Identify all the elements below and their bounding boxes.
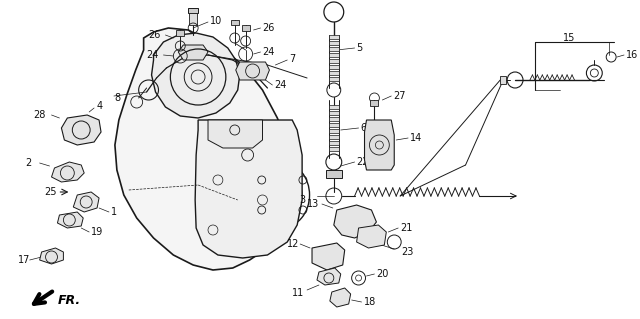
Bar bbox=[188, 8, 198, 13]
Polygon shape bbox=[356, 225, 387, 248]
Bar bbox=[329, 59, 339, 63]
Text: 16: 16 bbox=[626, 50, 638, 60]
Text: 27: 27 bbox=[393, 91, 406, 101]
Bar bbox=[329, 141, 339, 145]
Bar bbox=[329, 135, 339, 139]
Text: 24: 24 bbox=[147, 50, 159, 60]
Text: 5: 5 bbox=[356, 43, 363, 53]
Text: 3: 3 bbox=[299, 195, 305, 205]
Polygon shape bbox=[334, 205, 376, 238]
Bar bbox=[329, 111, 339, 115]
Bar bbox=[329, 47, 339, 51]
Bar bbox=[176, 30, 184, 36]
Polygon shape bbox=[179, 45, 208, 60]
Bar bbox=[329, 77, 339, 81]
Bar bbox=[329, 105, 339, 109]
Text: 4: 4 bbox=[96, 101, 102, 111]
Text: 21: 21 bbox=[400, 223, 413, 233]
Text: 28: 28 bbox=[34, 110, 46, 120]
Text: FR.: FR. bbox=[58, 293, 81, 307]
Polygon shape bbox=[330, 288, 351, 307]
Bar bbox=[189, 13, 197, 25]
Text: 26: 26 bbox=[148, 30, 161, 40]
Text: 11: 11 bbox=[292, 288, 305, 298]
Polygon shape bbox=[365, 120, 394, 170]
Text: 1: 1 bbox=[111, 207, 117, 217]
Text: 18: 18 bbox=[364, 297, 376, 307]
Bar bbox=[329, 41, 339, 45]
Bar bbox=[500, 76, 506, 84]
Bar bbox=[371, 100, 378, 106]
Text: 24: 24 bbox=[275, 80, 287, 90]
Polygon shape bbox=[51, 162, 84, 182]
Bar bbox=[329, 129, 339, 133]
Bar bbox=[329, 65, 339, 69]
Polygon shape bbox=[40, 248, 63, 264]
Text: 8: 8 bbox=[114, 93, 120, 103]
Bar bbox=[329, 35, 339, 39]
Text: 6: 6 bbox=[360, 123, 367, 133]
Polygon shape bbox=[61, 115, 101, 145]
Bar bbox=[329, 147, 339, 151]
Bar bbox=[329, 123, 339, 127]
Text: 12: 12 bbox=[287, 239, 300, 249]
Polygon shape bbox=[195, 120, 302, 258]
Polygon shape bbox=[236, 62, 269, 80]
Bar bbox=[242, 25, 250, 31]
Bar bbox=[329, 53, 339, 57]
Text: 7: 7 bbox=[289, 54, 296, 64]
Polygon shape bbox=[152, 33, 240, 118]
Text: 25: 25 bbox=[45, 187, 57, 197]
Text: 22: 22 bbox=[356, 157, 369, 167]
Text: 24: 24 bbox=[262, 47, 275, 57]
Text: 17: 17 bbox=[18, 255, 30, 265]
Bar bbox=[329, 71, 339, 75]
Polygon shape bbox=[312, 243, 345, 270]
Text: 20: 20 bbox=[376, 269, 388, 279]
Polygon shape bbox=[74, 192, 99, 212]
Bar bbox=[329, 117, 339, 121]
Text: 2: 2 bbox=[25, 158, 31, 168]
Text: 26: 26 bbox=[262, 23, 275, 33]
Text: 23: 23 bbox=[401, 247, 413, 257]
Polygon shape bbox=[208, 120, 262, 148]
Text: 10: 10 bbox=[210, 16, 222, 26]
Polygon shape bbox=[58, 212, 83, 228]
Text: 14: 14 bbox=[410, 133, 422, 143]
Text: 15: 15 bbox=[563, 33, 575, 43]
Polygon shape bbox=[115, 28, 295, 270]
Polygon shape bbox=[317, 268, 340, 285]
Bar bbox=[326, 170, 342, 178]
Text: 19: 19 bbox=[91, 227, 104, 237]
Bar bbox=[231, 20, 239, 25]
Text: 13: 13 bbox=[307, 199, 319, 209]
